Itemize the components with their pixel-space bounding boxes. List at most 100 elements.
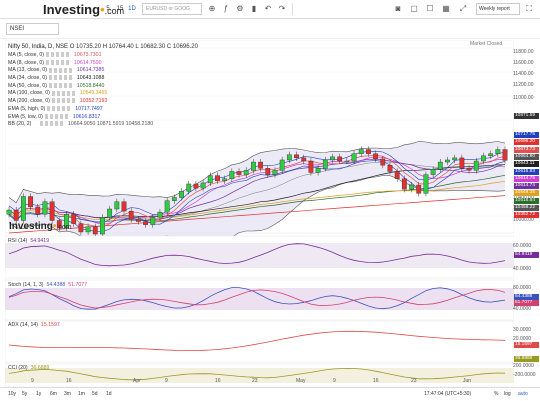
- adx-value: 15.1597: [41, 322, 60, 328]
- price-axis-label: 11400.00: [513, 71, 534, 77]
- indicator-controls-icon[interactable]: [48, 75, 73, 81]
- candle: [495, 149, 501, 154]
- investing-logo[interactable]: Investing•.com: [43, 2, 124, 17]
- ohlc-values: O 10735.20 H 10764.40 L 10682.30 C 10696…: [69, 44, 198, 50]
- candle: [64, 214, 69, 228]
- candle: [272, 170, 278, 175]
- indicator-controls-icon[interactable]: [51, 90, 76, 96]
- indicator-controls-icon[interactable]: [47, 105, 72, 111]
- range-button[interactable]: 10y: [8, 391, 17, 397]
- candle: [186, 183, 192, 192]
- x-axis-label: Jun: [463, 378, 472, 384]
- indicator-name: MA (50, close, 0): [8, 82, 47, 89]
- range-button[interactable]: 1d: [106, 391, 112, 397]
- compare-icon[interactable]: ⊕: [208, 4, 216, 13]
- legend-row[interactable]: MA (200, close, 0) 10352.7193: [8, 98, 198, 106]
- bottom-bar: 10y 5y 1y 6m 3m 1m 5d 1d 17:47:04 (UTC+5:30) % …: [0, 387, 540, 401]
- symbol-search-input[interactable]: EURUSD or GOOG: [142, 3, 202, 15]
- indicator-name: MA (8, close, 0): [8, 59, 45, 66]
- candle: [193, 183, 199, 189]
- logo-text: Investing: [43, 2, 101, 17]
- candle: [430, 169, 436, 175]
- interval-15-button[interactable]: 15: [116, 6, 124, 12]
- price-axis-label: 11000.00: [513, 95, 534, 101]
- price-tag: 10717.75: [514, 132, 539, 138]
- legend-row[interactable]: MA (50, close, 0) 10518.8440: [8, 83, 198, 91]
- candle: [236, 171, 242, 175]
- legend-row[interactable]: MA (13, close, 0) 10614.7385: [8, 67, 198, 75]
- legend-row[interactable]: MA (5, close, 0) 10673.7301: [8, 52, 198, 60]
- candle: [42, 201, 48, 215]
- toolbar-divider: [292, 3, 293, 15]
- legend-row[interactable]: EMA (5, high, 0) 10717.7497: [8, 106, 198, 114]
- legend-row[interactable]: EMA (5, low, 0) 10616.8317: [8, 114, 198, 122]
- legend-row[interactable]: MA (100, close, 0) 10549.3465: [8, 90, 198, 98]
- settings-icon[interactable]: ⚙: [236, 4, 244, 13]
- chart-canvas[interactable]: [5, 40, 514, 387]
- watermark-suffix: .com: [56, 224, 72, 231]
- candle: [107, 208, 113, 218]
- candle: [452, 157, 458, 161]
- log-toggle[interactable]: log: [504, 391, 511, 397]
- stoch-d-tag: 51.7077: [514, 300, 539, 306]
- expand-icon[interactable]: ⛶: [526, 4, 532, 13]
- legend-row[interactable]: MA (34, close, 0) 10643.1088: [8, 75, 198, 83]
- indicator-controls-icon[interactable]: [48, 82, 73, 88]
- report-select[interactable]: Weekly report: [476, 3, 520, 15]
- chart-title-row: Nifty 50, India, D, NSE O 10735.20 H 107…: [8, 43, 198, 52]
- rsi-axis-bottom: 40.0000: [513, 266, 532, 272]
- range-button[interactable]: 1m: [78, 391, 85, 397]
- adx-name: ADX (14, 14): [8, 322, 38, 328]
- price-tag: 10871.59: [514, 113, 539, 119]
- legend-row[interactable]: BB (20, 2) 10664.9050 10871.5919 10458.21…: [8, 121, 198, 129]
- adx-axis-top: 30.0000: [513, 327, 532, 333]
- candle: [409, 184, 414, 190]
- x-axis-label: 9: [31, 378, 34, 384]
- range-button[interactable]: 3m: [64, 391, 71, 397]
- indicator-value: 10673.7301: [74, 52, 102, 58]
- camera-icon[interactable]: ◙: [395, 4, 401, 13]
- auto-toggle[interactable]: auto: [518, 391, 528, 397]
- candle: [315, 168, 321, 173]
- indicator-controls-icon[interactable]: [51, 98, 76, 104]
- indicator-value: 10518.8440: [76, 82, 105, 89]
- candle: [416, 184, 422, 194]
- indicators-icon[interactable]: ƒ: [223, 4, 229, 13]
- cci-axis-top: 200.0000: [513, 363, 534, 369]
- symbol-row: NSEI: [0, 19, 540, 39]
- indicator-controls-icon[interactable]: [48, 67, 73, 73]
- price-tag: 10643.11: [514, 161, 539, 168]
- redo-icon[interactable]: ↷: [278, 4, 286, 13]
- candle: [85, 226, 91, 233]
- percent-toggle[interactable]: %: [494, 391, 499, 397]
- interval-1d-button[interactable]: 1D: [128, 6, 136, 12]
- range-button[interactable]: 5y: [22, 391, 28, 397]
- template-icon[interactable]: ▦: [442, 4, 450, 13]
- stoch-name: Stoch (14, 1, 3): [8, 282, 44, 288]
- indicator-controls-icon[interactable]: [46, 52, 71, 58]
- range-button[interactable]: 6m: [50, 391, 57, 397]
- x-axis-label: Apr: [133, 378, 141, 384]
- interval-5-button[interactable]: 5: [106, 6, 110, 12]
- indicator-controls-icon[interactable]: [40, 121, 64, 127]
- price-axis-label: 11200.00: [513, 82, 534, 88]
- fullscreen-icon[interactable]: ⤢: [459, 4, 467, 13]
- save-icon[interactable]: ☐: [426, 4, 434, 13]
- layout-icon[interactable]: ▢: [410, 4, 418, 13]
- price-tag: 10673.73: [514, 146, 539, 153]
- indicator-value: 10664.9050 10871.5919 10458.2180: [68, 121, 154, 128]
- symbol-input[interactable]: NSEI: [6, 23, 59, 35]
- indicator-name: MA (200, close, 0): [8, 98, 50, 105]
- undo-icon[interactable]: ↶: [264, 4, 272, 13]
- indicator-controls-icon[interactable]: [44, 113, 69, 119]
- candle: [358, 149, 364, 154]
- indicator-legend: Nifty 50, India, D, NSE O 10735.20 H 107…: [8, 43, 198, 129]
- candle-type-icon[interactable]: ▮: [251, 4, 257, 13]
- range-button[interactable]: 5d: [92, 391, 98, 397]
- indicator-controls-icon[interactable]: [46, 59, 71, 65]
- candle: [114, 201, 120, 210]
- range-button[interactable]: 1y: [36, 391, 42, 397]
- indicator-value: 10352.7193: [79, 98, 108, 105]
- candle: [466, 168, 472, 171]
- legend-row[interactable]: MA (8, close, 0) 10614.7500: [8, 60, 198, 68]
